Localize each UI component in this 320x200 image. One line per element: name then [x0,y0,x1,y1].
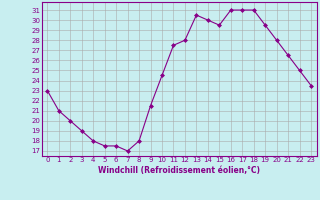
X-axis label: Windchill (Refroidissement éolien,°C): Windchill (Refroidissement éolien,°C) [98,166,260,175]
